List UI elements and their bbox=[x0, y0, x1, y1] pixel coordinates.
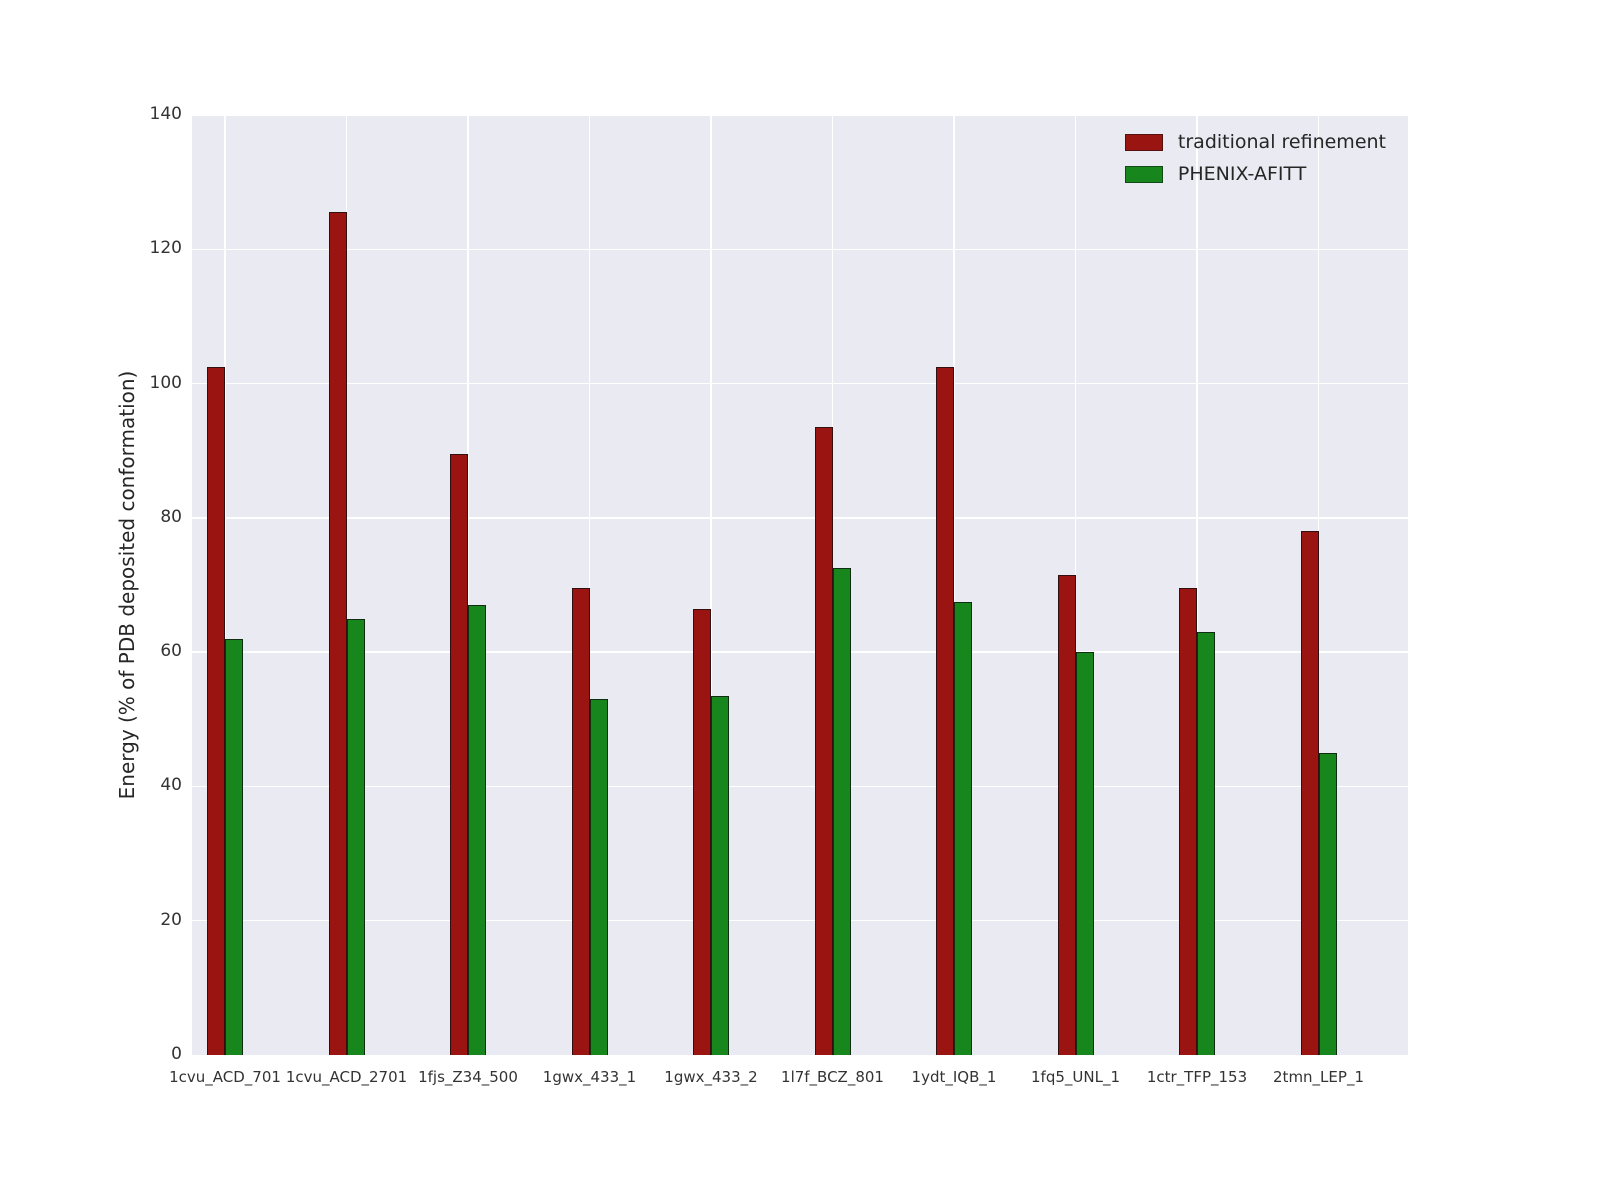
gridline-horizontal bbox=[192, 517, 1408, 519]
legend-swatch bbox=[1124, 133, 1163, 151]
y-tick-label: 120 bbox=[149, 238, 182, 259]
x-tick-label: 1gwx_433_1 bbox=[542, 1068, 637, 1086]
bar-phenix bbox=[589, 699, 608, 1055]
gridline-vertical bbox=[953, 115, 955, 1055]
x-tick-label: 1fjs_Z34_500 bbox=[418, 1068, 518, 1086]
x-tick-label: 1cvu_ACD_701 bbox=[169, 1068, 281, 1086]
bar-phenix bbox=[225, 638, 243, 1055]
gridline-vertical bbox=[1074, 115, 1077, 1055]
x-tick-label: 1l7f_BCZ_801 bbox=[781, 1068, 884, 1086]
gridline-vertical bbox=[1317, 115, 1320, 1055]
gridline-horizontal bbox=[192, 382, 1408, 385]
legend-item: traditional refinement bbox=[1124, 131, 1386, 153]
bar-phenix bbox=[346, 618, 365, 1055]
legend-swatch bbox=[1124, 165, 1163, 183]
gridline-horizontal bbox=[192, 785, 1408, 788]
bar-traditional bbox=[1300, 531, 1319, 1055]
x-tick-label: 1cvu_ACD_2701 bbox=[285, 1068, 408, 1086]
legend-label: PHENIX-AFITT bbox=[1177, 163, 1307, 185]
gridline-horizontal bbox=[192, 919, 1408, 922]
y-tick-label: 140 bbox=[149, 104, 182, 124]
plot-area: traditional refinement PHENIX-AFITT bbox=[192, 115, 1408, 1055]
bar-phenix bbox=[711, 695, 729, 1055]
gridline-horizontal bbox=[192, 248, 1408, 251]
bar-phenix bbox=[954, 601, 972, 1055]
bar-phenix bbox=[1318, 752, 1337, 1055]
x-tick-label: 1ctr_TFP_153 bbox=[1146, 1068, 1248, 1086]
bar-phenix bbox=[468, 605, 486, 1055]
bar-traditional bbox=[814, 427, 833, 1055]
bar-traditional bbox=[571, 588, 590, 1055]
y-axis-label: Energy (% of PDB deposited conformation) bbox=[115, 370, 139, 800]
x-tick-label: 1fq5_UNL_1 bbox=[1031, 1068, 1120, 1086]
legend-label: traditional refinement bbox=[1177, 131, 1386, 153]
bar-phenix bbox=[832, 568, 851, 1055]
bar-traditional bbox=[1179, 588, 1197, 1055]
bar-traditional bbox=[450, 454, 468, 1055]
gridline-horizontal bbox=[192, 115, 1408, 116]
bar-traditional bbox=[328, 212, 347, 1055]
gridline-vertical bbox=[710, 115, 712, 1055]
y-tick-label: 60 bbox=[160, 641, 182, 662]
gridline-horizontal bbox=[192, 651, 1408, 653]
gridline-vertical bbox=[224, 115, 226, 1055]
y-tick-label: 100 bbox=[149, 372, 182, 393]
gridline-vertical bbox=[345, 115, 348, 1055]
bar-traditional bbox=[936, 366, 954, 1055]
bar-traditional bbox=[207, 366, 225, 1055]
gridline-vertical bbox=[467, 115, 469, 1055]
y-tick-label: 80 bbox=[160, 506, 182, 527]
gridline-vertical bbox=[1196, 115, 1198, 1055]
y-tick-label: 20 bbox=[160, 909, 182, 930]
bar-phenix bbox=[1197, 632, 1215, 1055]
y-tick-label: 40 bbox=[160, 775, 182, 796]
x-tick-label: 1gwx_433_2 bbox=[664, 1068, 758, 1086]
bar-traditional bbox=[693, 608, 711, 1055]
legend: traditional refinement PHENIX-AFITT bbox=[1124, 131, 1386, 185]
bar-phenix bbox=[1075, 652, 1094, 1055]
bar-traditional bbox=[1057, 574, 1076, 1055]
y-tick-label: 0 bbox=[171, 1044, 182, 1064]
x-tick-label: 2tmn_LEP_1 bbox=[1273, 1068, 1364, 1086]
x-tick-label: 1ydt_IQB_1 bbox=[911, 1068, 997, 1086]
gridline-vertical bbox=[588, 115, 591, 1055]
legend-item: PHENIX-AFITT bbox=[1124, 163, 1386, 185]
